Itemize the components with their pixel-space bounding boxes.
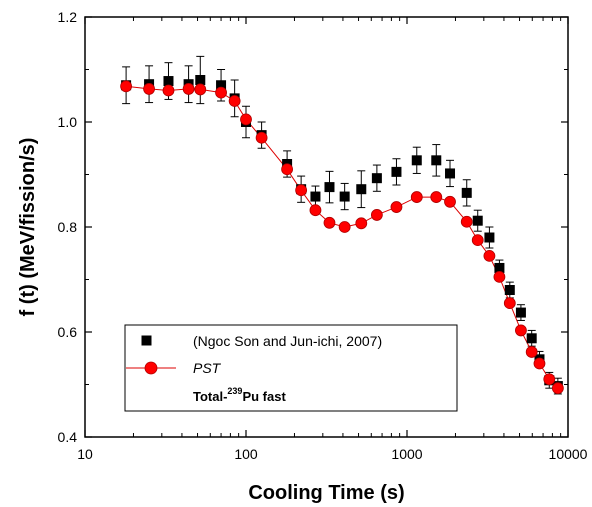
legend: (Ngoc Son and Jun-ichi, 2007) PST Total-…: [124, 324, 458, 412]
legend-note: Total-239Pu fast: [193, 386, 286, 404]
data-point-circle: [215, 86, 227, 99]
data-point-circle: [240, 113, 252, 126]
data-point-circle: [228, 95, 241, 107]
data-point-square: [310, 191, 321, 202]
data-point-circle: [551, 382, 564, 395]
axes: 10 100 1000 10000 0.4 0.6 0.8 1.0 1.2: [58, 9, 588, 462]
data-point-circle: [143, 83, 155, 95]
data-point-circle: [533, 357, 546, 370]
data-point-circle: [295, 184, 308, 197]
data-point-circle: [255, 131, 268, 144]
data-point-circle: [430, 191, 443, 203]
y-tick-label: 0.6: [58, 324, 78, 340]
data-point-circle: [194, 83, 207, 96]
data-point-square: [526, 333, 537, 344]
data-point-square: [494, 262, 505, 273]
data-point-circle: [338, 221, 351, 233]
data-point-circle: [515, 324, 527, 337]
data-point-circle: [493, 270, 506, 283]
data-point-square: [339, 191, 350, 202]
x-tick-label: 10000: [549, 446, 588, 462]
data-point-square: [163, 76, 174, 87]
data-point-circle: [460, 215, 473, 228]
data-point-square: [431, 155, 442, 166]
x-tick-label: 10: [77, 446, 93, 462]
data-point-square: [411, 155, 422, 166]
data-point-square: [504, 285, 515, 295]
data-point-circle: [281, 163, 293, 176]
data-point-circle: [543, 373, 556, 386]
data-point-square: [356, 184, 367, 195]
data-point-circle: [355, 217, 368, 230]
data-point-circle: [162, 84, 175, 97]
data-point-square: [515, 307, 526, 318]
data-point-square: [195, 75, 206, 85]
data-point-square: [445, 168, 456, 179]
data-point-square: [484, 232, 495, 243]
y-tick-label: 0.4: [58, 429, 78, 445]
data-point-circle: [309, 204, 322, 217]
x-tick-label: 100: [234, 446, 258, 462]
data-point-square: [324, 182, 335, 193]
data-point-circle: [444, 195, 456, 208]
data-point-circle: [370, 209, 383, 221]
data-point-square: [472, 215, 483, 226]
data-point-circle: [323, 216, 336, 229]
data-point-circle: [471, 234, 484, 247]
legend-note-superscript: 239: [227, 386, 242, 396]
y-tick-label: 0.8: [58, 219, 78, 235]
data-point-circle: [390, 201, 403, 213]
legend-marker-circle: [144, 361, 158, 375]
data-point-circle: [525, 346, 538, 358]
data-point-square: [461, 187, 472, 198]
data-point-circle: [503, 297, 516, 310]
y-tick-label: 1.2: [58, 9, 78, 25]
legend-box: [124, 324, 458, 412]
data-point-circle: [410, 191, 423, 203]
data-point-square: [391, 166, 402, 177]
y-axis-title: f (t) (MeV/fission/s): [17, 138, 39, 317]
y-tick-label: 1.0: [58, 114, 78, 130]
legend-marker-square: [141, 335, 152, 346]
data-point-circle: [483, 249, 496, 262]
data-point-circle: [120, 80, 132, 93]
plot-area: [120, 55, 564, 395]
legend-label-ngoc-son: (Ngoc Son and Jun-ichi, 2007): [193, 333, 382, 349]
data-point-circle: [182, 83, 195, 95]
legend-label-pst: PST: [193, 360, 222, 376]
legend-note-prefix: Total-: [193, 389, 227, 404]
data-point-square: [371, 173, 382, 184]
data-point-square: [216, 80, 227, 91]
legend-note-suffix: Pu fast: [242, 389, 286, 404]
x-axis-title: Cooling Time (s): [248, 482, 404, 504]
x-tick-label: 1000: [391, 446, 422, 462]
